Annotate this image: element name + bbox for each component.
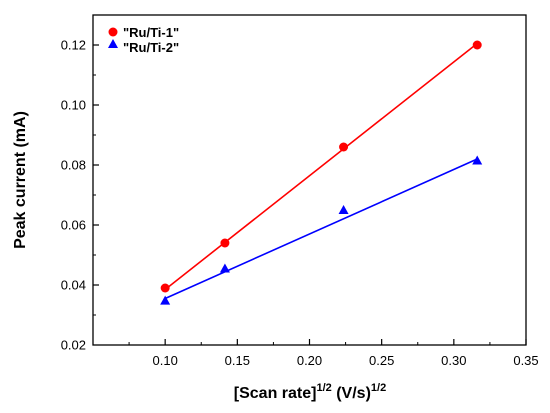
- data-point-series-2: [160, 295, 171, 305]
- x-tick-label: 0.35: [513, 353, 538, 368]
- legend: "Ru/Ti-1" "Ru/Ti-2": [108, 25, 179, 55]
- y-tick-label: 0.06: [61, 218, 86, 233]
- data-point-series-2: [338, 205, 349, 214]
- plot-frame: [92, 14, 527, 346]
- x-tick-label: 0.15: [225, 353, 250, 368]
- x-tick-label: 0.30: [441, 353, 466, 368]
- legend-label-ru-ti-2: "Ru/Ti-2": [123, 40, 179, 55]
- y-tick-label: 0.12: [61, 38, 86, 53]
- y-tick-label: 0.10: [61, 98, 86, 113]
- fit-line-series-1: [164, 42, 478, 291]
- x-tick-label: 0.20: [297, 353, 322, 368]
- data-point-series-2: [219, 263, 230, 273]
- axis-ticks: 0.10 0.15 0.20 0.25 0.30 0.35 0.02 0.04 0.06 0.08…: [61, 38, 539, 369]
- x-axis-title-main: [Scan rate]: [234, 385, 317, 402]
- x-axis-title-units: (V/s): [332, 385, 371, 402]
- legend-label-ru-ti-1: "Ru/Ti-1": [123, 25, 179, 40]
- data-point-series-2: [472, 155, 483, 165]
- y-tick-label: 0.08: [61, 158, 86, 173]
- chart-marks: [160, 40, 483, 305]
- x-axis-title-exp1: 1/2: [316, 382, 331, 394]
- data-point-series-1: [339, 142, 349, 152]
- fit-line-series-2: [164, 158, 478, 300]
- x-tick-label: 0.10: [153, 353, 178, 368]
- x-axis-title: [Scan rate]1/2 (V/s)1/2: [234, 382, 386, 402]
- data-point-series-1: [220, 238, 230, 248]
- data-point-series-1: [472, 40, 482, 50]
- y-axis-title: Peak current (mA): [12, 111, 29, 249]
- x-axis-title-exp2: 1/2: [371, 382, 386, 394]
- legend-marker-ru-ti-1: [108, 27, 118, 37]
- y-tick-label: 0.04: [61, 278, 86, 293]
- data-point-series-1: [160, 283, 170, 293]
- legend-marker-ru-ti-2: [108, 39, 118, 48]
- y-tick-label: 0.02: [61, 338, 86, 353]
- x-tick-label: 0.25: [369, 353, 394, 368]
